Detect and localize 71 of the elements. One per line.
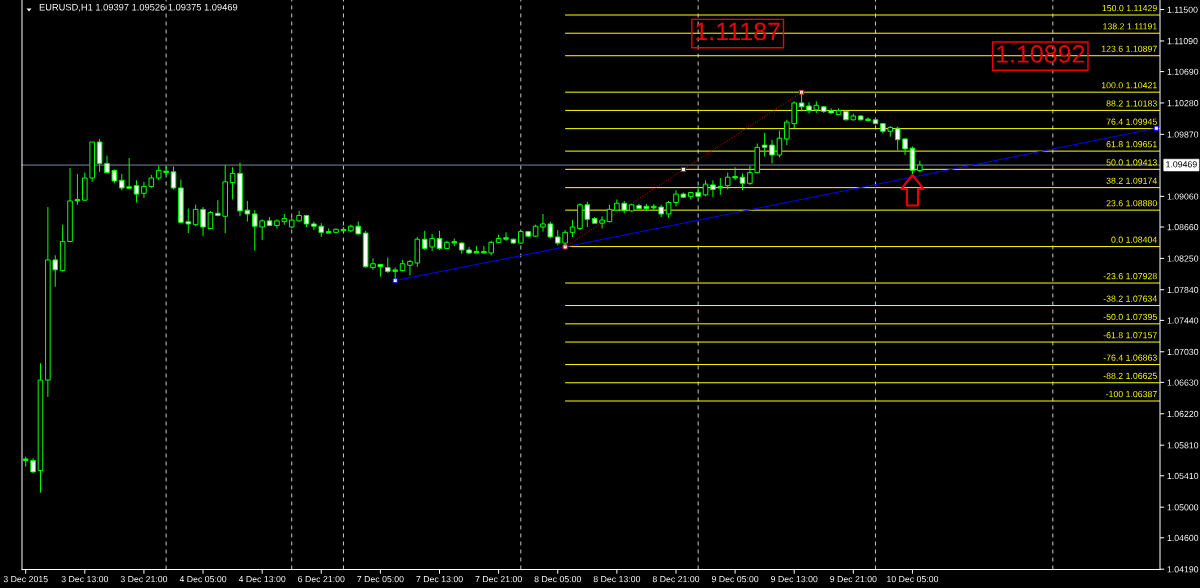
x-tick-label: 7 Dec 13:00 bbox=[416, 575, 463, 583]
x-tick-label: 3 Dec 2015 bbox=[3, 575, 48, 583]
point bbox=[1153, 125, 1159, 131]
x-tick-label: 8 Dec 05:00 bbox=[534, 575, 581, 583]
x-tick-label: 7 Dec 05:00 bbox=[357, 575, 404, 583]
ref-line-label: 88.2 1.10183 bbox=[1106, 100, 1157, 107]
x-tick-label: 8 Dec 13:00 bbox=[593, 575, 641, 583]
ref-line-label: 23.6 1.08880 bbox=[1106, 200, 1157, 207]
y-tick-label: 1.11090 bbox=[1167, 38, 1198, 45]
ref-line-label: 1.09469 bbox=[1166, 161, 1197, 168]
y-tick-label: 1.10690 bbox=[1167, 68, 1199, 75]
candlestick bbox=[303, 214, 310, 228]
x-tick-label: 6 Dec 21:00 bbox=[298, 575, 345, 583]
ref-line-label: 50.0 1.09413 bbox=[1106, 159, 1157, 166]
ref-line-label: -61.8 1.07157 bbox=[1103, 332, 1157, 339]
x-tick-label: 8 Dec 21:00 bbox=[652, 575, 700, 583]
y-tick-label: 1.05410 bbox=[1167, 472, 1199, 480]
ref-line-label: 38.2 1.09174 bbox=[1106, 177, 1157, 184]
x-tick-label: 10 Dec 05:00 bbox=[887, 575, 939, 583]
x-tick-label: 4 Dec 13:00 bbox=[238, 575, 286, 583]
candlestick bbox=[702, 179, 709, 197]
y-tick-label: 1.05810 bbox=[1167, 442, 1199, 449]
ref-line-label: -38.2 1.07634 bbox=[1103, 295, 1157, 302]
x-tick-label: 3 Dec 13:00 bbox=[61, 575, 109, 583]
y-tick-label: 1.06630 bbox=[1167, 379, 1199, 386]
candlestick bbox=[37, 362, 44, 494]
y-tick-label: 1.06220 bbox=[1167, 410, 1199, 418]
candlestick bbox=[917, 160, 923, 173]
y-tick-label: 1.07440 bbox=[1167, 317, 1199, 324]
point bbox=[680, 166, 686, 173]
ref-line-label: 150.0 1.11429 bbox=[1102, 5, 1157, 12]
candlestick bbox=[835, 107, 842, 116]
ref-line-label: -50.0 1.07395 bbox=[1103, 313, 1157, 321]
candlestick bbox=[436, 230, 443, 251]
ref-line-label: 61.8 1.09651 bbox=[1106, 141, 1157, 148]
y-tick-label: 1.04600 bbox=[1167, 534, 1199, 542]
chart-title: EURUSD,H1 1.09397 1.09526 1.09375 1.09469 bbox=[39, 3, 238, 12]
x-tick-label: 9 Dec 21:00 bbox=[830, 575, 877, 583]
y-tick-label: 1.09060 bbox=[1167, 193, 1199, 200]
ref-line-label: 76.4 1.09945 bbox=[1106, 118, 1157, 125]
ref-line-label: -88.2 1.06625 bbox=[1103, 372, 1157, 379]
ref-line-label: 123.6 1.10897 bbox=[1101, 45, 1157, 52]
candlestick bbox=[739, 172, 746, 191]
y-tick-label: 1.11500 bbox=[1167, 6, 1198, 13]
y-tick-label: 1.04190 bbox=[1167, 566, 1199, 573]
ref-line-label: -23.6 1.07928 bbox=[1103, 273, 1157, 280]
ref-line-label: -100 1.06387 bbox=[1106, 390, 1157, 398]
y-tick-label: 1.07030 bbox=[1167, 348, 1199, 356]
candlestick bbox=[133, 179, 140, 203]
candlestick bbox=[266, 216, 273, 227]
y-tick-label: 1.07840 bbox=[1167, 286, 1199, 294]
y-tick-label: 1.10280 bbox=[1167, 100, 1199, 107]
x-tick-label: 9 Dec 05:00 bbox=[711, 575, 759, 583]
ref-line-label: 100.0 1.10421 bbox=[1101, 82, 1157, 89]
candlestick bbox=[909, 146, 916, 175]
candlestick bbox=[170, 166, 177, 190]
candlestick bbox=[606, 204, 613, 223]
candlestick bbox=[569, 219, 576, 238]
x-tick-label: 7 Dec 21:00 bbox=[475, 575, 522, 583]
candlestick bbox=[872, 117, 879, 125]
y-tick-label: 1.09870 bbox=[1167, 131, 1199, 138]
x-tick-label: 3 Dec 21:00 bbox=[120, 575, 168, 583]
y-tick-label: 1.08250 bbox=[1167, 255, 1199, 262]
y-tick-label: 1.05000 bbox=[1167, 504, 1199, 511]
x-tick-label: 4 Dec 05:00 bbox=[179, 575, 227, 583]
ref-line-label: 138.2 1.11191 bbox=[1103, 23, 1157, 30]
x-tick-label: 9 Dec 13:00 bbox=[771, 575, 818, 583]
candlestick bbox=[473, 245, 480, 254]
y-tick-label: 1.08660 bbox=[1167, 224, 1199, 231]
ref-line-label: 0.0 1.08404 bbox=[1111, 236, 1157, 243]
ref-line-label: -76.4 1.06863 bbox=[1103, 354, 1157, 361]
